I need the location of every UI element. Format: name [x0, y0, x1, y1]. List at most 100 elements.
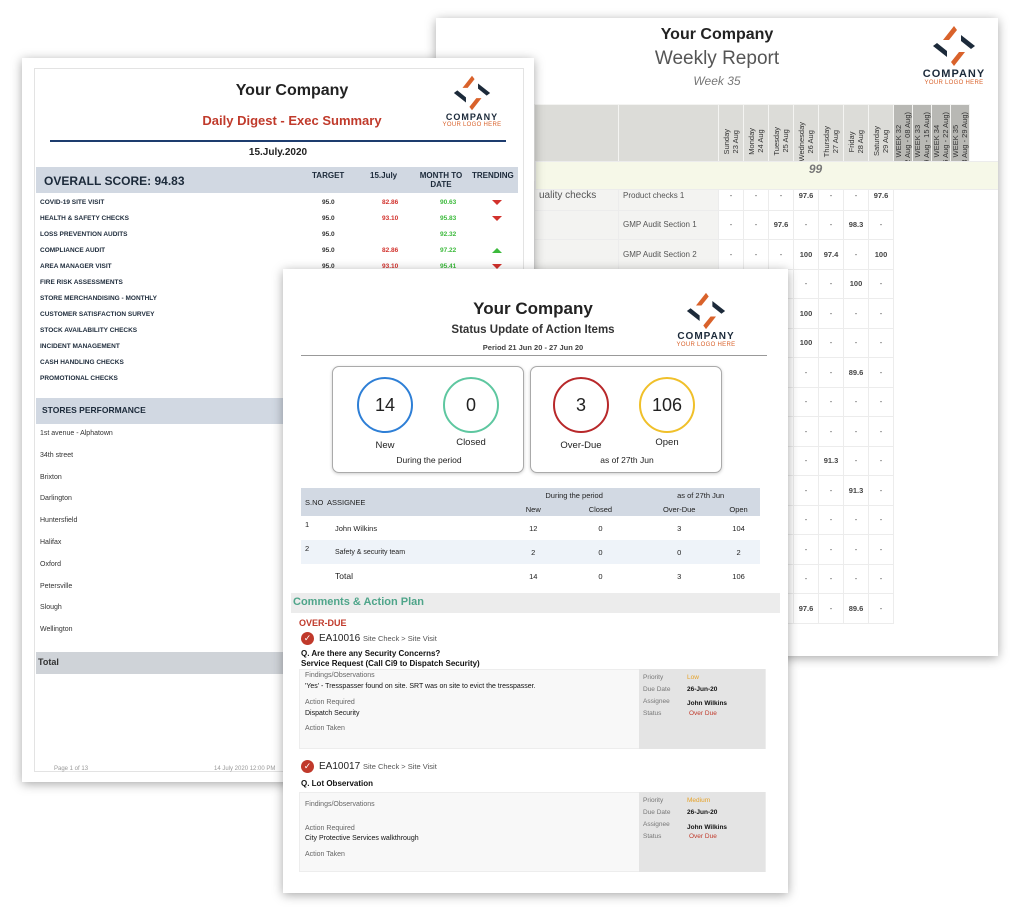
row-day: 82.86 [382, 199, 399, 206]
store-row: Halifax [40, 539, 62, 546]
th-new: New [507, 502, 560, 516]
row-name: LOSS PREVENTION AUDITS [40, 231, 128, 238]
row-day: 93.10 [382, 263, 399, 270]
open-stats-box: 3 106 Over-Due Open as of 27th Jun [530, 366, 722, 473]
weekly-cell: - [868, 593, 894, 624]
weekly-cell: - [718, 239, 744, 270]
overdue-label: Over-Due [560, 440, 602, 451]
row-mtd: 95.41 [440, 263, 457, 270]
weekly-cell: - [843, 504, 869, 535]
cell-new: 12 [529, 523, 538, 533]
weekly-cell: - [818, 504, 844, 535]
open-label: Open [655, 437, 679, 448]
cell-open: 104 [732, 523, 745, 533]
new-count-circle: 14 [357, 377, 413, 433]
footer-page: Page 1 of 13 [54, 766, 89, 772]
weekly-cell: - [793, 209, 819, 240]
weekly-week: Week 35 [693, 74, 741, 88]
score-row: CUSTOMER SATISFACTION SURVEY [40, 311, 520, 327]
weekly-cell: - [793, 534, 819, 565]
weekly-col-label: Monday 24 Aug [747, 128, 765, 155]
score-row: STORE MERCHANDISING - MONTHLY [40, 295, 520, 311]
weekly-cell: - [818, 298, 844, 329]
item-path: Site Check > Site Visit [362, 762, 437, 771]
cell-closed: 0 [559, 540, 642, 564]
weekly-cell: - [818, 593, 844, 624]
trend-up-icon [492, 248, 502, 253]
trend-down-icon [492, 216, 502, 221]
row-target: 95.0 [322, 263, 335, 270]
th-closed: Closed [559, 502, 642, 516]
weekly-cell: - [843, 239, 869, 270]
col-trend: TRENDING [472, 171, 514, 180]
weekly-cell: - [868, 445, 894, 476]
assignee-label: Assignee [643, 698, 670, 705]
item-meta-box [639, 792, 765, 872]
weekly-cell: - [843, 445, 869, 476]
table-row: 2 Safety & security team 2 0 0 2 [301, 540, 760, 564]
table-row: 1 John Wilkins 12 0 3 104 [301, 516, 760, 540]
store-row: 1st avenue - Alphatown [40, 430, 113, 437]
row-mtd: 90.63 [440, 199, 457, 206]
weekly-section-cell [534, 209, 619, 240]
row-name: FIRE RISK ASSESSMENTS [40, 279, 123, 286]
weekly-cell: - [793, 563, 819, 594]
row-name: CASH HANDLING CHECKS [40, 359, 124, 366]
comments-header-bar: Comments & Action Plan [291, 593, 780, 613]
weekly-cell: - [818, 475, 844, 506]
weekly-cell: 98.3 [843, 209, 869, 240]
status-label: Status [643, 710, 662, 717]
check-circle-icon: ✓ [301, 632, 314, 645]
weekly-cell: - [768, 239, 794, 270]
trend-down-icon [492, 200, 502, 205]
weekly-cell: 89.6 [843, 593, 869, 624]
row-name: INCIDENT MANAGEMENT [40, 343, 120, 350]
cell-sno: 2 [301, 540, 327, 564]
col-day: 15.July [370, 171, 398, 180]
question-line1: Q. Are there any Security Concerns? [301, 649, 441, 658]
row-name: STOCK AVAILABILITY CHECKS [40, 327, 138, 334]
cell-assignee: John Wilkins [335, 523, 378, 533]
assignee-value: John Wilkins [687, 824, 728, 831]
action-item-id[interactable]: EA10017 Site Check > Site Visit [319, 761, 437, 772]
cell-total-new: 14 [529, 571, 538, 581]
logo-name: COMPANY [445, 112, 499, 122]
weekly-company: Your Company [660, 26, 774, 43]
weekly-cell: - [818, 327, 844, 358]
cell-sno: 1 [305, 520, 310, 529]
weekly-table: Sunday 23 Aug Monday 24 Aug Tuesday 25 Aug… [534, 104, 998, 624]
cell-total-open: 106 [732, 571, 745, 581]
logo-mark-icon [933, 26, 975, 66]
action-label: Action Required [305, 699, 355, 706]
score-row: LOSS PREVENTION AUDITS 95.0 92.32 [40, 231, 520, 247]
cell-new: 2 [507, 540, 560, 564]
company-logo: COMPANY YOUR LOGO HERE [440, 74, 504, 128]
status-value: Over Due [689, 710, 717, 717]
row-target: 95.0 [322, 247, 335, 254]
weekly-col-label: Sunday 23 Aug [722, 128, 740, 155]
footer-date: 14 July 2020 12:00 PM [214, 766, 276, 772]
action-value: City Protective Services walkthrough [305, 835, 419, 842]
weekly-row-label: GMP Audit Section 1 [618, 209, 719, 240]
row-name: COMPLIANCE AUDIT [40, 247, 106, 254]
due-label: Due Date [643, 686, 671, 693]
store-row: Wellington [40, 626, 73, 634]
weekly-cell: - [843, 386, 869, 417]
company-logo: COMPANY YOUR LOGO HERE [671, 291, 741, 348]
question-line2: Service Request (Call Ci9 to Dispatch Se… [301, 659, 480, 668]
stores-header: STORES PERFORMANCE [42, 405, 146, 415]
col-target: TARGET [312, 171, 345, 180]
cell-open: 2 [717, 540, 760, 564]
row-name: AREA MANAGER VISIT [40, 263, 112, 270]
daily-company: Your Company [235, 82, 349, 99]
weekly-cell: - [868, 357, 894, 388]
weekly-row: GMP Audit Section 1--97.6--98.3-98.3--98… [534, 160, 998, 240]
store-row: Brixton [40, 473, 62, 481]
row-day: 93.10 [382, 215, 399, 222]
title-divider [50, 140, 506, 142]
cell-overdue: 0 [641, 540, 718, 564]
score-value: 94.83 [154, 174, 185, 188]
action-item-id[interactable]: EA10016 Site Check > Site Visit [319, 633, 437, 644]
store-row: Slough [40, 604, 62, 612]
weekly-cell: - [868, 534, 894, 565]
